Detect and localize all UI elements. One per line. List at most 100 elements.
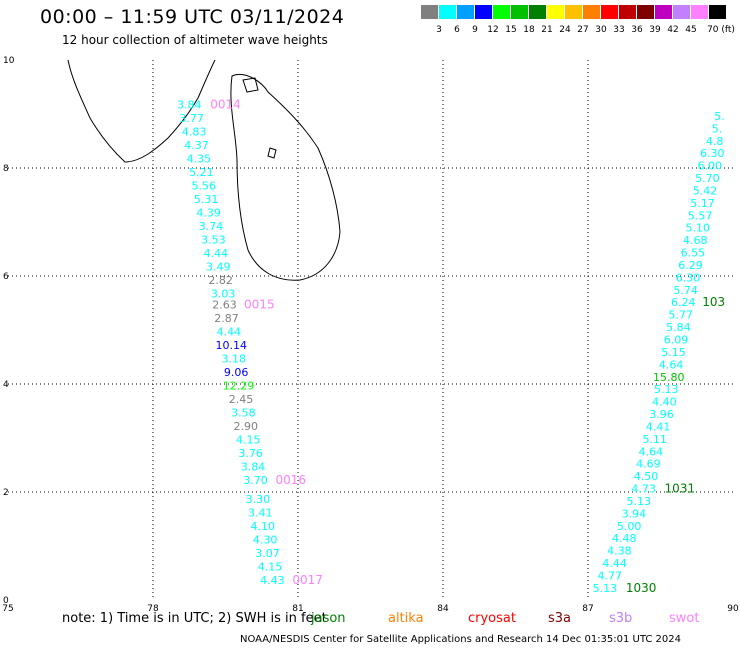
wave-height-label: 2.45 [229, 393, 254, 406]
wave-height-label: 3.30 [246, 493, 271, 506]
y-tick-label: 4 [3, 380, 9, 390]
wave-height-label: 3.84 [177, 99, 202, 112]
pass-time-label: 0016 [275, 473, 306, 487]
wave-height-label: 6.30 [700, 147, 725, 160]
wave-height-label: 3.70 [243, 474, 268, 487]
wave-height-label: 5.42 [693, 184, 718, 197]
wave-height-label: 3.96 [649, 408, 674, 421]
wave-height-label: 4.44 [217, 325, 242, 338]
scale-label: 6 [454, 25, 460, 35]
wave-height-label: 2.90 [234, 420, 259, 433]
wave-height-label: 5.70 [695, 172, 720, 185]
wave-height-label: 4.8 [706, 135, 724, 148]
wave-height-label: 4.69 [636, 458, 661, 471]
wave-height-label: 15.80 [653, 371, 685, 384]
scale-swatch [565, 5, 582, 19]
scale-swatch [583, 5, 600, 19]
wave-height-label: 5.13 [627, 495, 652, 508]
map-subtitle: 12 hour collection of altimeter wave hei… [62, 33, 328, 47]
sri-lanka-island [230, 74, 341, 281]
scale-swatch [493, 5, 510, 19]
wave-height-label: 9.06 [224, 366, 249, 379]
pass-time-label: 103 [702, 295, 725, 309]
scale-swatch [475, 5, 492, 19]
map-grid [8, 60, 733, 600]
wave-height-label: 4.35 [187, 153, 212, 166]
wave-height-label: 3.84 [241, 460, 266, 473]
track-west: 3.843.774.834.374.355.215.565.314.393.74… [177, 99, 285, 587]
wave-height-label: 5. [712, 122, 723, 135]
scale-label: 39 [649, 25, 661, 35]
map-title: 00:00 – 11:59 UTC 03/11/2024 [40, 6, 345, 28]
scale-swatch [637, 5, 654, 19]
wave-height-label: 3.74 [199, 220, 224, 233]
satellite-s3b: s3b [609, 611, 633, 626]
track-east: 5.134.774.444.384.485.003.945.134.734.50… [593, 110, 725, 595]
y-tick-label: 8 [3, 164, 9, 174]
wave-height-label: 3.77 [179, 112, 204, 125]
wave-height-label: 5.57 [688, 209, 713, 222]
wave-height-label: 2.87 [214, 312, 239, 325]
pass-time-label: 1031 [665, 482, 696, 496]
scale-label: 24 [559, 25, 571, 35]
scale-swatch [529, 5, 546, 19]
wave-height-label: 4.41 [646, 420, 671, 433]
india-coast [67, 59, 216, 163]
x-tick-label: 87 [582, 604, 593, 614]
wave-height-label: 3.49 [206, 261, 231, 274]
satellite-cryosat: cryosat [468, 611, 516, 626]
wave-height-label: 4.48 [612, 532, 637, 545]
wave-height-label: 4.64 [659, 358, 684, 371]
wave-height-label: 6.30 [676, 271, 701, 284]
wave-height-label: 5.17 [690, 197, 715, 210]
map-axes: 75 78 81 84 87 90 10 8 6 4 2 0 [2, 56, 739, 614]
wave-height-label: 4.44 [602, 557, 627, 570]
scale-swatch [691, 5, 708, 19]
x-tick-label: 84 [437, 604, 449, 614]
wave-height-label: 4.37 [184, 139, 209, 152]
wave-height-label: 4.68 [683, 234, 708, 247]
y-tick-label: 0 [3, 596, 9, 606]
scale-label: 9 [472, 25, 478, 35]
wave-height-label: 4.64 [639, 445, 664, 458]
wave-height-label: 2.63 [212, 298, 237, 311]
wave-height-label: 4.73 [631, 483, 656, 496]
scale-label: 18 [523, 25, 535, 35]
wave-height-label: 2.82 [208, 274, 233, 287]
wave-height-label: 4.40 [652, 396, 677, 409]
scale-label: 27 [577, 25, 589, 35]
scale-swatch [511, 5, 528, 19]
wave-height-label: 4.44 [204, 247, 229, 260]
wave-height-label: 5.31 [194, 193, 219, 206]
credit-line: NOAA/NESDIS Center for Satellite Applica… [240, 634, 682, 645]
scale-swatch [439, 5, 456, 19]
wave-height-label: 6.00 [698, 160, 723, 173]
pass-time-label: 0014 [210, 98, 241, 112]
scale-swatch [421, 5, 438, 19]
wave-height-label: 5.21 [189, 166, 214, 179]
scale-swatch [457, 5, 474, 19]
wave-height-label: 5.00 [617, 520, 642, 533]
wave-height-label: 3.41 [248, 506, 273, 519]
x-tick-label: 75 [2, 604, 13, 614]
wave-height-label: 4.38 [607, 545, 632, 558]
wave-height-label: 5.56 [192, 180, 217, 193]
x-tick-label: 78 [147, 604, 159, 614]
scale-label: 12 [487, 25, 499, 35]
scale-swatch [655, 5, 672, 19]
wave-height-label: 6.55 [681, 247, 706, 260]
wave-height-label: 4.30 [253, 533, 278, 546]
wave-height-label: 5.15 [661, 346, 686, 359]
wave-height-label: 3.58 [231, 406, 256, 419]
scale-label: 45 [685, 25, 697, 35]
scale-swatch [619, 5, 636, 19]
wave-height-label: 4.15 [236, 433, 261, 446]
pass-time-label: 1030 [626, 581, 657, 595]
x-tick-label: 90 [727, 604, 739, 614]
y-tick-label: 2 [3, 488, 9, 498]
wave-height-label: 10.14 [216, 339, 248, 352]
pass-time-label: 0015 [244, 297, 275, 311]
wave-height-label: 5.77 [669, 309, 694, 322]
y-tick-label: 10 [3, 56, 15, 66]
